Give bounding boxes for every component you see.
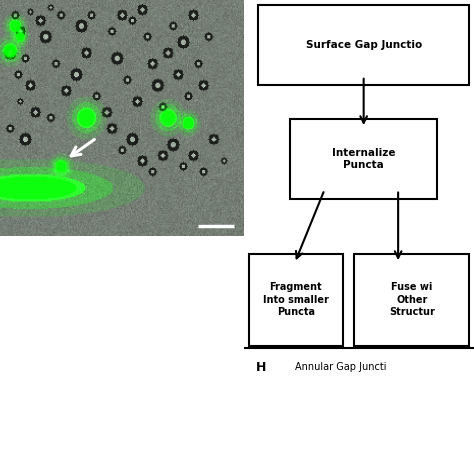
Text: Fuse wi
Other
Structur: Fuse wi Other Structur bbox=[389, 282, 435, 317]
FancyBboxPatch shape bbox=[355, 254, 469, 346]
Text: Internalize
Puncta: Internalize Puncta bbox=[332, 147, 395, 170]
FancyBboxPatch shape bbox=[258, 5, 469, 85]
Text: Surface Gap Junctio: Surface Gap Junctio bbox=[306, 40, 422, 50]
Text: D: D bbox=[134, 251, 145, 264]
Text: C: C bbox=[25, 243, 34, 256]
Text: G: G bbox=[134, 362, 145, 374]
Text: Annular Gap Juncti: Annular Gap Juncti bbox=[295, 362, 386, 373]
Text: F: F bbox=[25, 362, 34, 374]
FancyBboxPatch shape bbox=[249, 254, 343, 346]
Text: Fragment
Into smaller
Puncta: Fragment Into smaller Puncta bbox=[263, 282, 329, 317]
Text: H: H bbox=[255, 361, 266, 374]
FancyBboxPatch shape bbox=[290, 118, 437, 199]
